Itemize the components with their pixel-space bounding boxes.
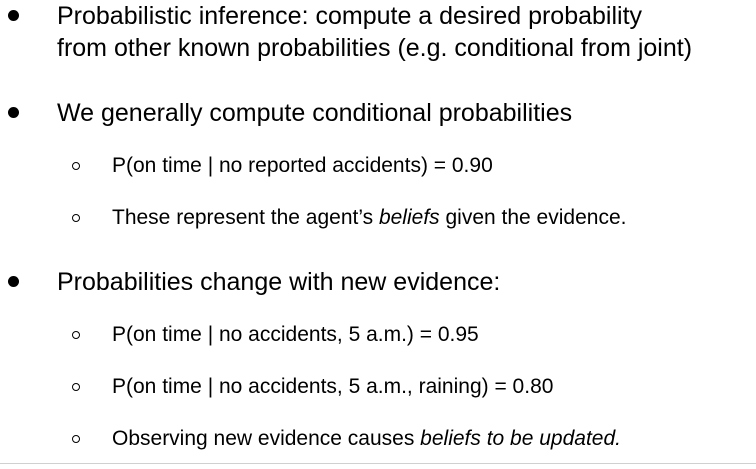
bottom-divider: [0, 463, 756, 464]
hollow-bullet-icon: [72, 383, 80, 391]
subbullet-text-plain-end: given the evidence.: [439, 206, 627, 229]
bullet-line-1: Probabilistic inference: compute a desir…: [57, 2, 643, 30]
filled-bullet-icon: [8, 276, 19, 287]
bullet-text: We generally compute conditional probabi…: [57, 99, 573, 127]
subbullet-text: Observing new evidence causes beliefs to…: [112, 427, 621, 451]
subbullet-text: P(on time | no accidents, 5 a.m., rainin…: [112, 375, 554, 398]
bullet-line-2: from other known probabilities (e.g. con…: [57, 34, 693, 62]
hollow-bullet-icon: [72, 331, 80, 339]
subbullet-text-italic: beliefs to be updated.: [420, 427, 621, 450]
hollow-bullet-icon: [72, 435, 80, 443]
subbullet-text-plain: These represent the agent’s: [112, 206, 379, 229]
filled-bullet-icon: [8, 107, 19, 118]
subbullet-text: P(on time | no accidents, 5 a.m.) = 0.95: [112, 323, 479, 346]
bullet-text: Probabilistic inference: compute a desir…: [57, 0, 692, 64]
subbullet-text-plain: Observing new evidence causes: [112, 427, 421, 450]
hollow-bullet-icon: [72, 162, 80, 170]
bullet-text: Probabilities change with new evidence:: [57, 268, 501, 296]
subbullet-text-italic: beliefs: [378, 206, 440, 229]
subbullet-text: These represent the agent’s beliefs give…: [112, 206, 626, 230]
subbullet-text: P(on time | no reported accidents) = 0.9…: [112, 154, 493, 177]
filled-bullet-icon: [8, 10, 19, 21]
hollow-bullet-icon: [72, 214, 80, 222]
